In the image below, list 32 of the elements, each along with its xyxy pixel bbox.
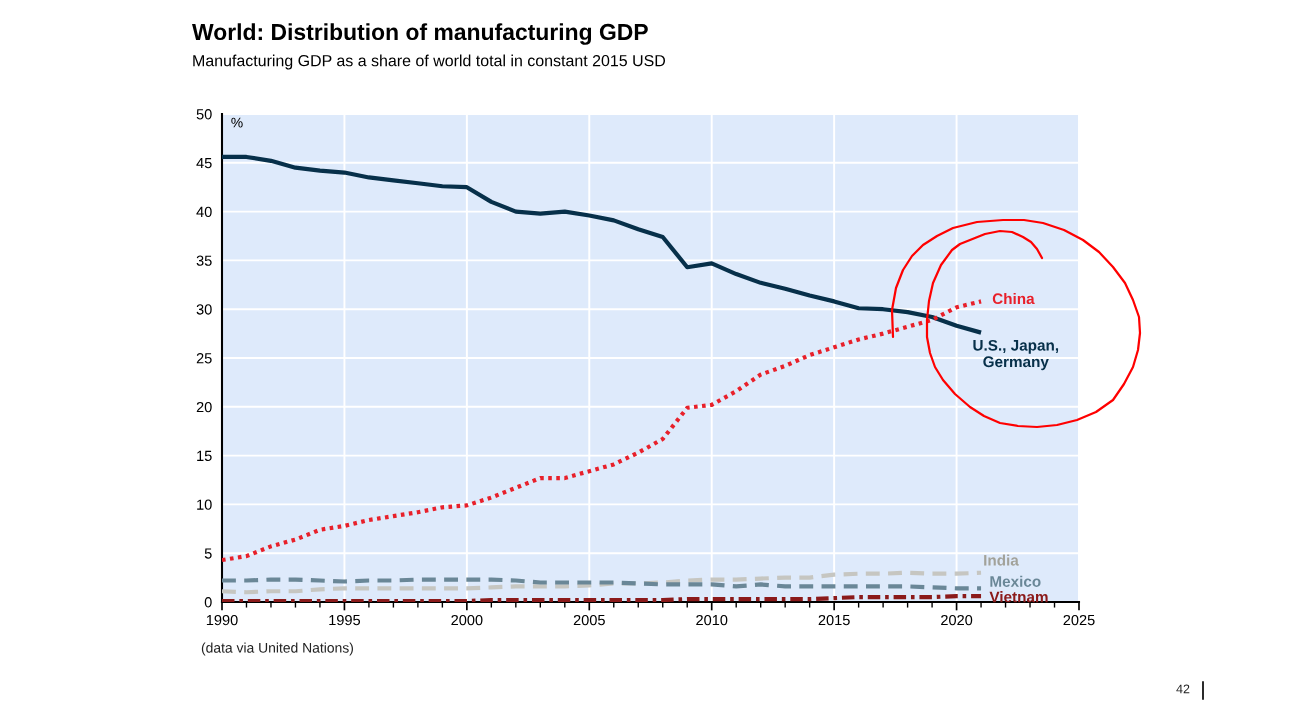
line-series [222,154,984,335]
y-tick-label: 5 [204,548,212,559]
series-label: U.S., Japan, Germany [973,339,1059,371]
line-series [222,570,984,595]
y-tick-label: 0 [204,597,212,608]
text: 42 [1176,684,1190,694]
y-tick-label: 30 [196,304,212,315]
x-tick-label: 2010 [696,614,728,626]
series-label: Vietnam [989,591,1048,603]
text: (data via United Nations) [201,642,353,656]
y-tick-label: 25 [196,353,212,364]
line-series [222,577,984,591]
chart-title: World: Distribution of manufacturing GDP [192,23,648,45]
x-tick-label: 2025 [1063,614,1095,626]
y-tick-label: 10 [197,499,212,510]
series-label: China [992,292,1035,305]
y-tick-label: 45 [196,158,212,169]
y-tick-label: 40 [196,206,212,218]
x-tick-label: 2005 [573,614,605,626]
x-tick-label: 1990 [206,614,238,626]
y-tick-label: 15 [197,450,212,462]
chart-subtitle: Manufacturing GDP as a share of world total in constant 2015 USD [193,54,666,70]
y-tick-label: 50 [196,109,212,120]
x-tick-label: 2020 [941,614,973,626]
x-tick-label: 2000 [451,614,483,626]
series-label: India [984,554,1019,566]
y-tick-label: 35 [196,255,212,266]
y-axis-title: % [231,117,243,128]
series-label: Mexico [990,575,1041,587]
y-tick-label: 20 [196,401,212,413]
x-tick-label: 1995 [329,614,361,626]
x-tick-label: 2015 [818,614,850,626]
